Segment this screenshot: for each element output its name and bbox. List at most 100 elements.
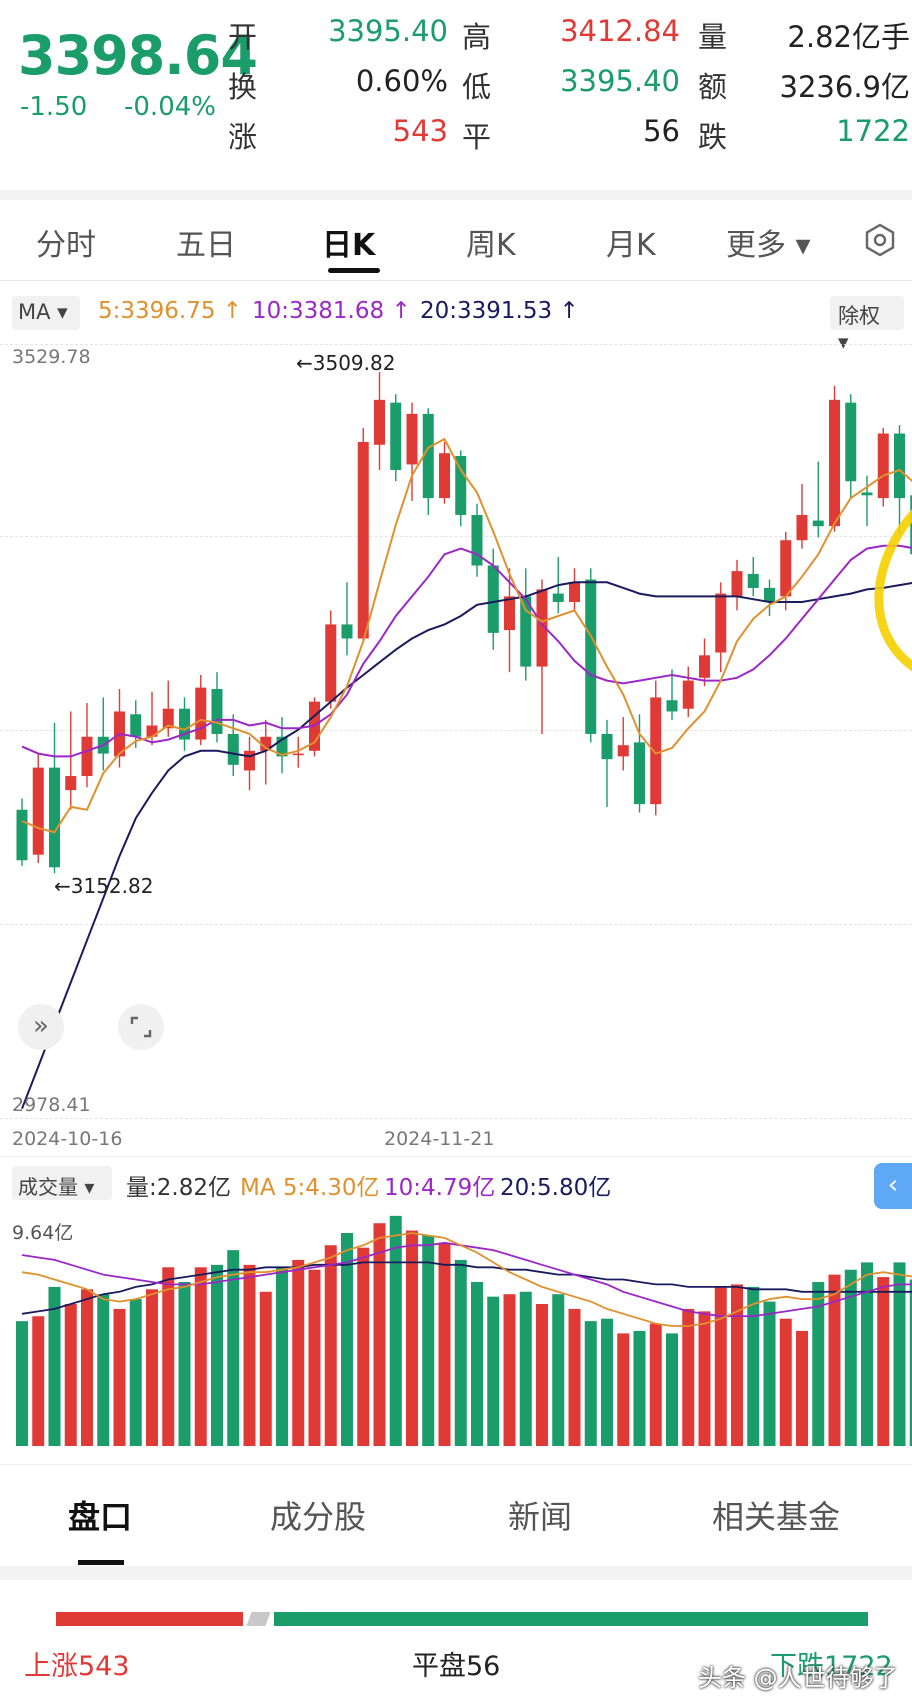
candlestick-chart[interactable] bbox=[0, 344, 912, 1118]
candle-body bbox=[341, 624, 353, 639]
candle-body bbox=[536, 589, 548, 667]
volume-bar bbox=[129, 1299, 142, 1446]
grid-line bbox=[0, 1118, 912, 1119]
period-tab[interactable]: 月K bbox=[606, 228, 656, 263]
quote-stat-label: 额 bbox=[698, 70, 728, 104]
breadth-up-bar bbox=[56, 1612, 244, 1626]
quote-stat-value: 3395.40 bbox=[328, 14, 448, 48]
fullscreen-icon[interactable] bbox=[118, 1004, 164, 1050]
quote-stat-value: 56 bbox=[643, 114, 680, 148]
candle-body bbox=[520, 596, 532, 667]
collapse-left-icon[interactable]: ‹ bbox=[874, 1163, 912, 1209]
fast-forward-icon[interactable]: » bbox=[18, 1004, 64, 1050]
candle-body bbox=[650, 697, 662, 805]
period-tab[interactable]: 五日 bbox=[176, 228, 236, 263]
candle-body bbox=[812, 520, 824, 527]
candle-body bbox=[406, 413, 418, 465]
candle-body bbox=[601, 733, 613, 760]
candle-body bbox=[292, 753, 304, 756]
volume-bar bbox=[519, 1291, 532, 1446]
candle-body bbox=[146, 725, 158, 737]
quote-stat-label: 换 bbox=[228, 70, 258, 104]
bottom-tab[interactable]: 新闻 bbox=[508, 1498, 573, 1536]
quote-stat-value: 3395.40 bbox=[560, 64, 680, 98]
volume-bar bbox=[487, 1296, 500, 1446]
volume-bar bbox=[16, 1321, 28, 1446]
low-marker: ←3152.82 bbox=[54, 874, 154, 898]
price-change: -1.50 bbox=[20, 92, 88, 122]
volume-bar bbox=[162, 1267, 175, 1446]
quote-stat-label: 平 bbox=[462, 120, 492, 154]
volume-max-label: 9.64亿 bbox=[12, 1222, 74, 1244]
volume-bar bbox=[893, 1262, 906, 1446]
volume-bar bbox=[259, 1291, 272, 1446]
bottom-tab[interactable]: 相关基金 bbox=[712, 1498, 841, 1536]
volume-bar bbox=[97, 1294, 110, 1446]
quote-stat-value: 1722 bbox=[836, 114, 910, 148]
period-tab[interactable]: 分时 bbox=[36, 228, 96, 263]
volume-bar bbox=[146, 1289, 158, 1446]
volume-bar bbox=[714, 1286, 727, 1446]
period-tab[interactable]: 更多 ▾ bbox=[726, 228, 811, 263]
volume-chart[interactable] bbox=[0, 1200, 912, 1448]
candle-body bbox=[552, 593, 564, 602]
volume-bar bbox=[194, 1267, 207, 1446]
candle-body bbox=[764, 587, 775, 602]
volume-bar bbox=[844, 1269, 857, 1446]
volume-bar bbox=[568, 1308, 581, 1446]
ma5-value: 5:3396.75 ↑ bbox=[98, 298, 243, 324]
ma5-line bbox=[21, 437, 912, 834]
volume-ma20-line bbox=[21, 1261, 912, 1315]
candle-body bbox=[731, 571, 743, 597]
period-tab[interactable]: 日K bbox=[322, 228, 376, 263]
candle-body bbox=[910, 495, 912, 555]
quote-stat-value: 3412.84 bbox=[560, 14, 680, 48]
volume-bar bbox=[682, 1308, 695, 1446]
x-tick-label: 2024-11-21 bbox=[384, 1128, 495, 1150]
candle-body bbox=[32, 767, 44, 855]
candle-body bbox=[504, 596, 515, 631]
breadth-down-bar bbox=[274, 1612, 868, 1626]
volume-bar bbox=[536, 1304, 548, 1446]
grid-line bbox=[0, 1156, 912, 1157]
volume-bar bbox=[877, 1277, 890, 1446]
ma-indicator-selector[interactable]: MA ▾ bbox=[12, 296, 80, 330]
volume-bar bbox=[243, 1264, 256, 1446]
grid-line bbox=[0, 924, 912, 925]
quote-header: 3398.64 -1.50 -0.04% 开 3395.40 高 3412.84 量 2.… bbox=[0, 0, 912, 190]
volume-indicator-selector[interactable]: 成交量 ▾ bbox=[12, 1166, 112, 1200]
volume-bar bbox=[373, 1223, 386, 1446]
period-tab[interactable]: 周K bbox=[466, 228, 516, 263]
volume-bar bbox=[747, 1286, 760, 1446]
volume-bar bbox=[503, 1294, 516, 1446]
settings-hexagon-icon[interactable] bbox=[862, 222, 898, 258]
candle-body bbox=[325, 624, 337, 702]
watermark-text: 头条 @人世待够了 bbox=[698, 1664, 898, 1692]
candle-body bbox=[780, 540, 792, 597]
volume-bar bbox=[32, 1316, 45, 1446]
volume-bar bbox=[308, 1269, 321, 1446]
candle-body bbox=[569, 582, 580, 602]
candle-body bbox=[244, 750, 255, 771]
volume-bar bbox=[779, 1318, 792, 1446]
volume-bar bbox=[812, 1281, 825, 1446]
section-divider bbox=[0, 190, 912, 200]
current-price: 3398.64 bbox=[18, 24, 258, 87]
bottom-tab[interactable]: 盘口 bbox=[68, 1498, 133, 1536]
candle-body bbox=[227, 733, 239, 765]
volume-bar bbox=[438, 1242, 451, 1446]
volume-bar bbox=[552, 1294, 565, 1446]
ma20-value: 20:3391.53 ↑ bbox=[420, 298, 579, 324]
candle-body bbox=[471, 514, 483, 566]
active-tab-indicator bbox=[328, 268, 380, 273]
volume-ma10: 10:4.79亿 bbox=[384, 1175, 496, 1201]
volume-bar bbox=[909, 1279, 912, 1446]
section-divider bbox=[0, 1464, 912, 1465]
bottom-tab[interactable]: 成分股 bbox=[270, 1498, 367, 1536]
breadth-up-label: 上涨543 bbox=[24, 1651, 130, 1682]
candle-body bbox=[374, 399, 385, 445]
candle-body bbox=[130, 714, 142, 737]
volume-ma5-line bbox=[21, 1232, 912, 1327]
volume-bar bbox=[828, 1274, 841, 1446]
adjust-selector[interactable]: 除权 ▾ bbox=[830, 296, 904, 354]
